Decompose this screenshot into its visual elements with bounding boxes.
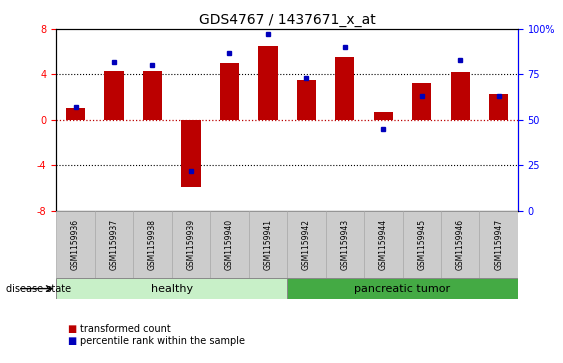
Text: GSM1159946: GSM1159946 (456, 219, 464, 270)
Text: GSM1159940: GSM1159940 (225, 219, 234, 270)
Bar (56, 278, 287, 299)
Bar (66, 109, 85, 120)
Bar (325, 211, 364, 278)
Text: GSM1159937: GSM1159937 (110, 219, 118, 270)
Bar (335, 57, 355, 120)
Bar (172, 211, 210, 278)
Text: GSM1159941: GSM1159941 (263, 219, 272, 270)
Text: GSM1159945: GSM1159945 (417, 219, 426, 270)
Bar (287, 211, 325, 278)
Bar (403, 211, 441, 278)
Bar (181, 120, 200, 187)
Bar (210, 211, 249, 278)
Bar (441, 211, 480, 278)
Bar (133, 211, 172, 278)
Bar (450, 72, 470, 120)
Bar (287, 278, 518, 299)
Bar (249, 211, 287, 278)
Bar (412, 83, 431, 120)
Bar (95, 211, 133, 278)
Text: GSM1159947: GSM1159947 (494, 219, 503, 270)
Text: GSM1159943: GSM1159943 (341, 219, 349, 270)
Bar (374, 112, 393, 120)
Bar (220, 63, 239, 120)
Bar (364, 211, 403, 278)
Bar (489, 94, 508, 120)
Bar (480, 211, 518, 278)
Bar (56, 211, 95, 278)
Bar (104, 71, 124, 120)
Text: GSM1159944: GSM1159944 (379, 219, 388, 270)
Text: disease state: disease state (6, 284, 71, 294)
Text: ■: ■ (68, 336, 77, 346)
Text: GSM1159936: GSM1159936 (71, 219, 80, 270)
Text: percentile rank within the sample: percentile rank within the sample (80, 336, 245, 346)
Text: GSM1159939: GSM1159939 (186, 219, 195, 270)
Bar (143, 71, 162, 120)
Text: ■: ■ (68, 323, 77, 334)
Text: pancreatic tumor: pancreatic tumor (355, 284, 450, 294)
Bar (297, 80, 316, 120)
Text: healthy: healthy (151, 284, 193, 294)
Bar (258, 46, 278, 120)
Title: GDS4767 / 1437671_x_at: GDS4767 / 1437671_x_at (199, 13, 376, 26)
Text: GSM1159942: GSM1159942 (302, 219, 311, 270)
Text: transformed count: transformed count (80, 323, 171, 334)
Text: GSM1159938: GSM1159938 (148, 219, 157, 270)
